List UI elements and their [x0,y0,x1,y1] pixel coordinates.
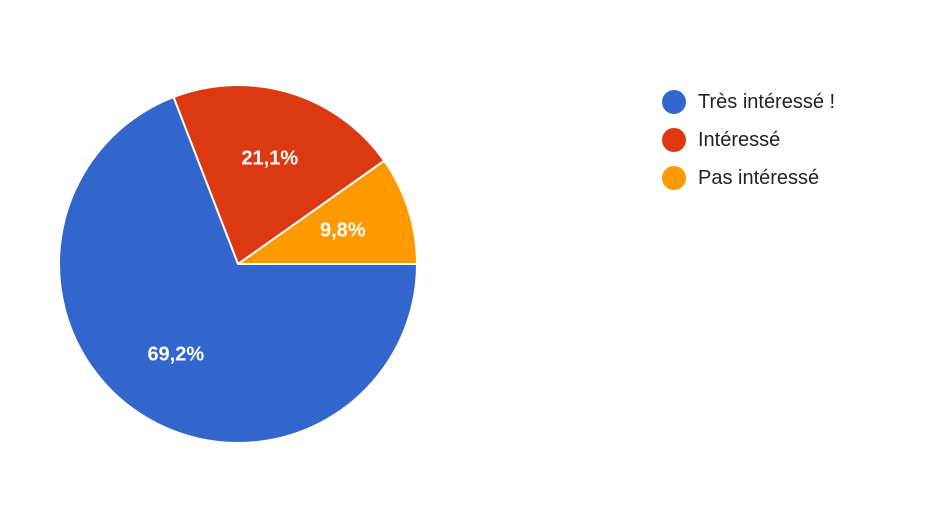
legend-item-tres-interesse[interactable]: Très intéressé ! [662,83,835,121]
legend-item-interesse[interactable]: Intéressé [662,121,835,159]
pie-slice-tres-interesse[interactable] [58,96,418,444]
legend-item-pas-interesse[interactable]: Pas intéressé [662,159,835,197]
legend-swatch-pas-interesse [662,166,686,190]
pie-slice-pas-interesse[interactable] [237,159,418,265]
slice-label-tres-interesse: 69,2% [147,344,204,366]
legend-label-pas-interesse: Pas intéressé [698,166,820,189]
pie-slice-labels: 9,8% 21,1% 69,2% [147,148,365,366]
legend-swatch-tres-interesse [662,90,686,114]
chart-legend: Très intéressé ! Intéressé Pas intéressé [662,83,835,197]
pie-slices [58,84,418,444]
legend-label-interesse: Intéressé [698,128,781,151]
slice-label-pas-interesse: 9,8% [320,220,366,242]
pie-slice-interesse[interactable] [172,84,386,265]
legend-swatch-interesse [662,128,686,152]
slice-label-interesse: 21,1% [241,148,298,170]
legend-label-tres-interesse: Très intéressé ! [698,90,836,113]
